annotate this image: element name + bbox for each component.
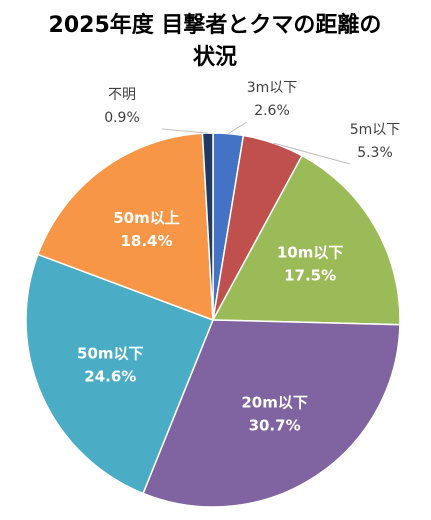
pie-slice xyxy=(25,253,214,495)
slice-label: 20m以下 xyxy=(241,393,308,411)
pie-slice xyxy=(36,132,214,322)
slice-label: 50m以下 xyxy=(77,345,144,363)
value-label: 2.6% xyxy=(254,103,290,119)
chart-title: 2025年度 目撃者とクマの距離の xyxy=(49,12,382,38)
value-label: 30.7% xyxy=(249,416,301,434)
value-label: 18.4% xyxy=(120,232,172,250)
slice-label: 3m以下 xyxy=(247,80,298,96)
slice-label: 5m以下 xyxy=(350,122,401,138)
value-label: 24.6% xyxy=(84,368,136,386)
value-label: 17.5% xyxy=(284,266,336,284)
value-label: 0.9% xyxy=(104,110,140,126)
slice-label: 50m以上 xyxy=(113,209,180,227)
value-label: 5.3% xyxy=(357,145,393,161)
slice-label: 不明 xyxy=(108,87,136,103)
chart-title: 状況 xyxy=(193,45,237,70)
pie-slice xyxy=(142,319,401,508)
leader-line xyxy=(227,121,248,135)
slice-label: 10m以下 xyxy=(277,243,344,261)
pie-slice xyxy=(211,154,401,326)
leader-line xyxy=(161,128,208,134)
leader-line xyxy=(273,142,351,165)
